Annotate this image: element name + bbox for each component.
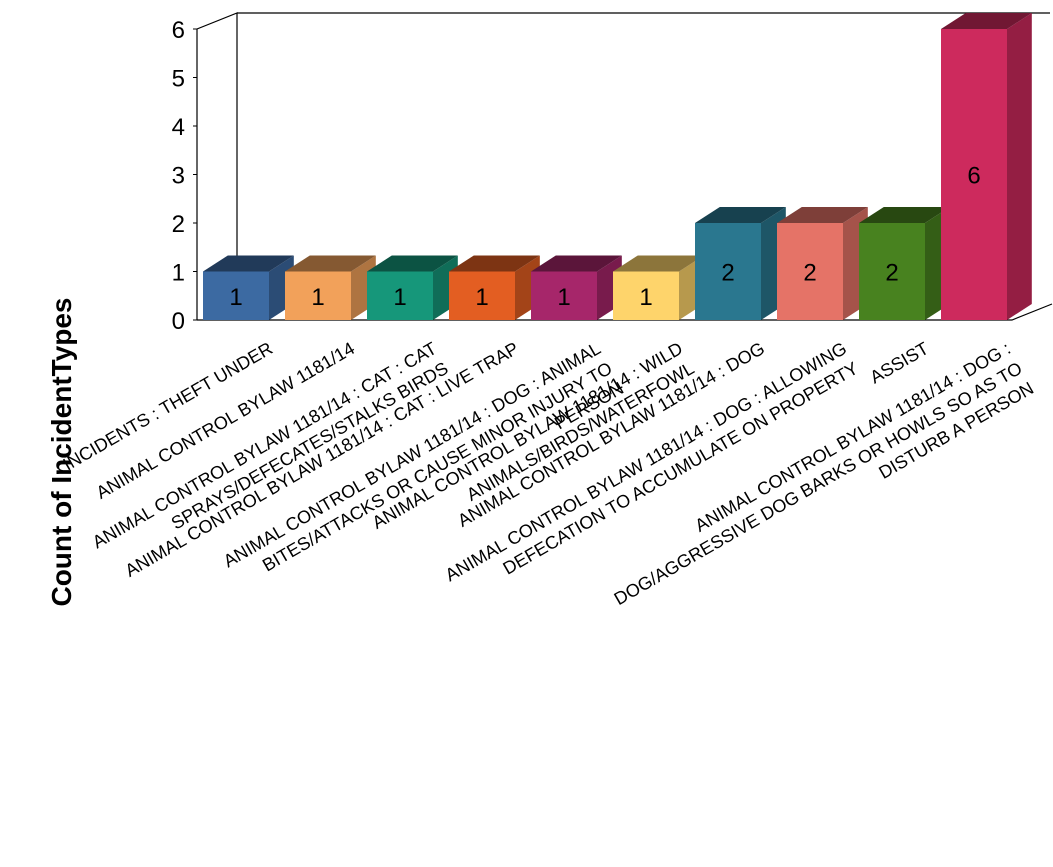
bar-front xyxy=(367,271,433,320)
y-tick-label: 1 xyxy=(172,260,185,287)
bar: 1 xyxy=(613,255,704,320)
bar: 2 xyxy=(777,207,868,320)
bar: 1 xyxy=(203,255,294,320)
bar-data-label: 1 xyxy=(229,284,242,311)
bar-front xyxy=(941,29,1007,320)
bar-front xyxy=(859,223,925,320)
bars: 1 1 1 1 1 1 2 2 2 6 xyxy=(203,13,1032,320)
bar: 1 xyxy=(285,255,376,320)
bar-side xyxy=(1007,13,1032,320)
bar-data-label: 2 xyxy=(803,260,816,287)
bar: 1 xyxy=(367,255,458,320)
bar-top xyxy=(613,255,704,272)
bar: 2 xyxy=(695,207,786,320)
y-tick-label: 6 xyxy=(172,17,185,44)
bar-data-label: 1 xyxy=(311,284,324,311)
bar-top xyxy=(531,255,622,272)
bar: 2 xyxy=(859,207,950,320)
bar-top xyxy=(367,255,458,272)
y-tick-label: 0 xyxy=(172,308,185,335)
bar-front xyxy=(777,223,843,320)
bar-top xyxy=(285,255,376,272)
x-tick-label-line: ASSIST xyxy=(867,338,932,387)
bar: 1 xyxy=(449,255,540,320)
bar-data-label: 1 xyxy=(393,284,406,311)
bar-top xyxy=(941,13,1032,29)
y-tick-label: 3 xyxy=(172,163,185,190)
bar-front xyxy=(613,271,679,320)
bar-top xyxy=(859,207,950,223)
bar-data-label: 1 xyxy=(475,284,488,311)
bar-top xyxy=(777,207,868,223)
bar-front xyxy=(203,271,269,320)
bar-front xyxy=(285,271,351,320)
y-axis-ticks: 0 1 2 3 4 5 6 xyxy=(172,17,197,335)
bar-top xyxy=(203,255,294,272)
bar-top xyxy=(449,255,540,272)
bar-front xyxy=(531,271,597,320)
bar-front xyxy=(695,223,761,320)
bar-data-label: 1 xyxy=(557,284,570,311)
y-tick-label: 4 xyxy=(172,114,185,141)
y-axis-label: Count of IncidentTypes xyxy=(46,297,77,606)
bar: 6 xyxy=(941,13,1032,320)
bar-front xyxy=(449,271,515,320)
x-tick-label: ASSIST xyxy=(867,338,932,387)
bar-data-label: 2 xyxy=(721,260,734,287)
y-tick-label: 2 xyxy=(172,211,185,238)
bar-data-label: 6 xyxy=(967,163,980,190)
bar: 1 xyxy=(531,255,622,320)
bar-data-label: 2 xyxy=(885,260,898,287)
y-tick-label: 5 xyxy=(172,66,185,93)
bar-data-label: 1 xyxy=(639,284,652,311)
bar-top xyxy=(695,207,786,223)
